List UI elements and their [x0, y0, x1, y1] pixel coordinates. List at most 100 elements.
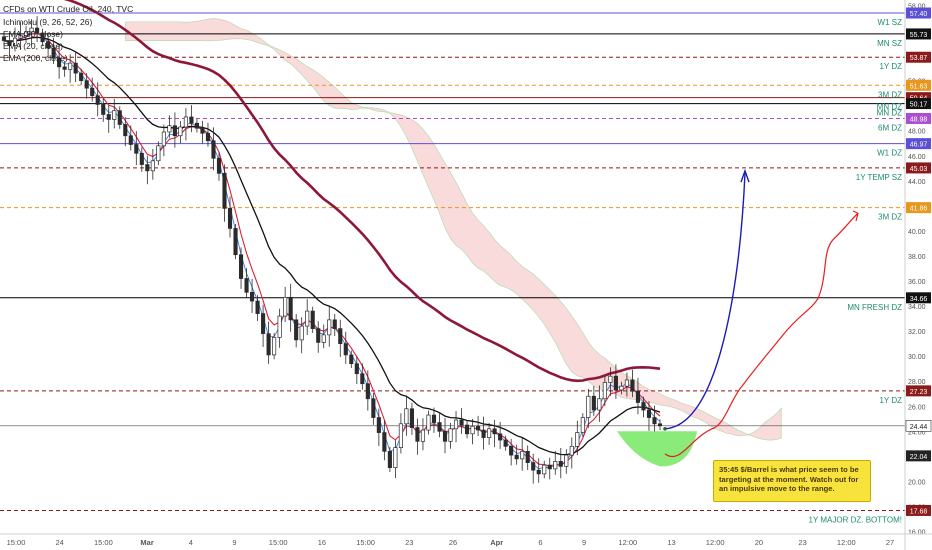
candle-up [470, 425, 475, 435]
indicator-ema-20[interactable]: EMA (20, close) [3, 41, 63, 51]
price-tick: 38.00 [908, 254, 926, 261]
candle-up [580, 417, 585, 433]
candle-down [250, 291, 255, 302]
price-badge [906, 79, 931, 91]
candle-up [553, 461, 558, 470]
candle-up [487, 428, 492, 438]
candle-down [310, 310, 315, 329]
chart-title: CFDs on WTI Crude Oil, 240, TVC [3, 4, 134, 14]
indicator-ema-90[interactable]: EMA (90, close) [3, 29, 63, 39]
candle-down [464, 424, 470, 435]
candle-down [194, 122, 200, 129]
candle-up [167, 125, 172, 133]
candle-down [652, 417, 657, 425]
zone-labels: W1 SZ 57.40 MN SZ 55.73 1Y DZ 53.87 3M DZ 51.63… [809, 7, 932, 524]
price-tick: 34.00 [908, 304, 926, 311]
level-label: 3M DZ [878, 213, 902, 222]
time-tick: 9 [582, 538, 586, 547]
price-tick: 16.00 [908, 529, 926, 536]
candle-up [283, 296, 288, 317]
price-badge [906, 51, 931, 63]
time-tick: 13 [667, 538, 675, 547]
candle-down [216, 157, 222, 174]
price-badge-text: 27.23 [910, 389, 928, 396]
price-badge [906, 504, 931, 516]
candle-down [7, 40, 12, 46]
candle-down [382, 432, 387, 452]
candle-up [156, 145, 161, 162]
candle-down [57, 57, 62, 68]
candle-down [437, 422, 442, 432]
price-badge [906, 112, 931, 124]
candle-down [172, 125, 177, 137]
candle-down [233, 228, 238, 256]
candle-down [222, 172, 227, 209]
price-badge [906, 162, 931, 174]
candle-down [84, 80, 89, 89]
candle-down [365, 383, 370, 400]
time-tick: 15:00 [356, 538, 375, 547]
candle-down [95, 95, 100, 105]
level-label: 1Y MAJOR DZ. BOTTOM! [809, 515, 903, 524]
target-zone [617, 431, 697, 467]
level-label: MN DZ [877, 103, 902, 112]
candle-down [316, 328, 321, 343]
time-tick: Apr [490, 538, 503, 547]
candle-down [498, 433, 503, 441]
forecast-paths [617, 168, 859, 467]
candle-up [161, 131, 166, 147]
price-badge [906, 92, 931, 104]
candle-up [321, 334, 326, 343]
forecast-origin-dot [663, 427, 667, 431]
time-tick: 12:00 [618, 538, 637, 547]
candle-down [145, 164, 150, 172]
candle-up [393, 447, 398, 468]
candle-down [343, 343, 348, 356]
candle-down [547, 464, 552, 470]
candle-down [1, 36, 7, 41]
candle-down [476, 425, 481, 431]
level-label: 6M DZ [878, 123, 902, 132]
indicator-ema-200[interactable]: EMA (200, close) [3, 53, 68, 63]
candle-down [211, 140, 216, 159]
candle-down [123, 124, 128, 137]
level-label: 1Y DZ [879, 396, 902, 405]
level-label: MN DZ [877, 109, 902, 118]
candle-up [542, 464, 547, 475]
candle-down [338, 328, 343, 344]
price-badge-text: 46.97 [910, 142, 928, 149]
candle-down [139, 152, 144, 165]
time-tick: Mar [140, 538, 153, 547]
candle-down [657, 423, 663, 427]
candle-down [442, 430, 448, 442]
candle-down [205, 132, 211, 142]
candle-down [481, 429, 486, 438]
level-label: W1 SZ [878, 18, 903, 27]
candle-down [51, 47, 56, 59]
candle-up [299, 325, 304, 341]
candle-up [569, 445, 574, 456]
candle-down [591, 395, 596, 411]
candle-up [18, 35, 23, 39]
price-tick: 28.00 [908, 379, 926, 386]
candle-down [492, 428, 497, 435]
candle-down [288, 296, 293, 321]
candle-up [520, 450, 525, 460]
price-badge [906, 202, 931, 214]
candle-down [134, 144, 139, 154]
candle-up [564, 454, 569, 467]
candle-up [453, 419, 459, 430]
candle-up [178, 126, 183, 137]
indicator-ichimoku[interactable]: Ichimoku (9, 26, 52, 26) [3, 17, 93, 27]
candle-up [327, 319, 332, 336]
price-tick: 26.00 [908, 404, 926, 411]
time-tick: 15:00 [7, 538, 26, 547]
level-label: 1Y DZ [879, 62, 902, 71]
candle-down [431, 414, 437, 423]
candle-up [305, 310, 310, 327]
price-badge-text: 45.03 [910, 166, 928, 173]
annotation-callout[interactable]: 35:45 $/Barrel is what price seem to be … [713, 460, 871, 502]
zone-lines [0, 12, 905, 511]
candle-down [189, 116, 194, 124]
